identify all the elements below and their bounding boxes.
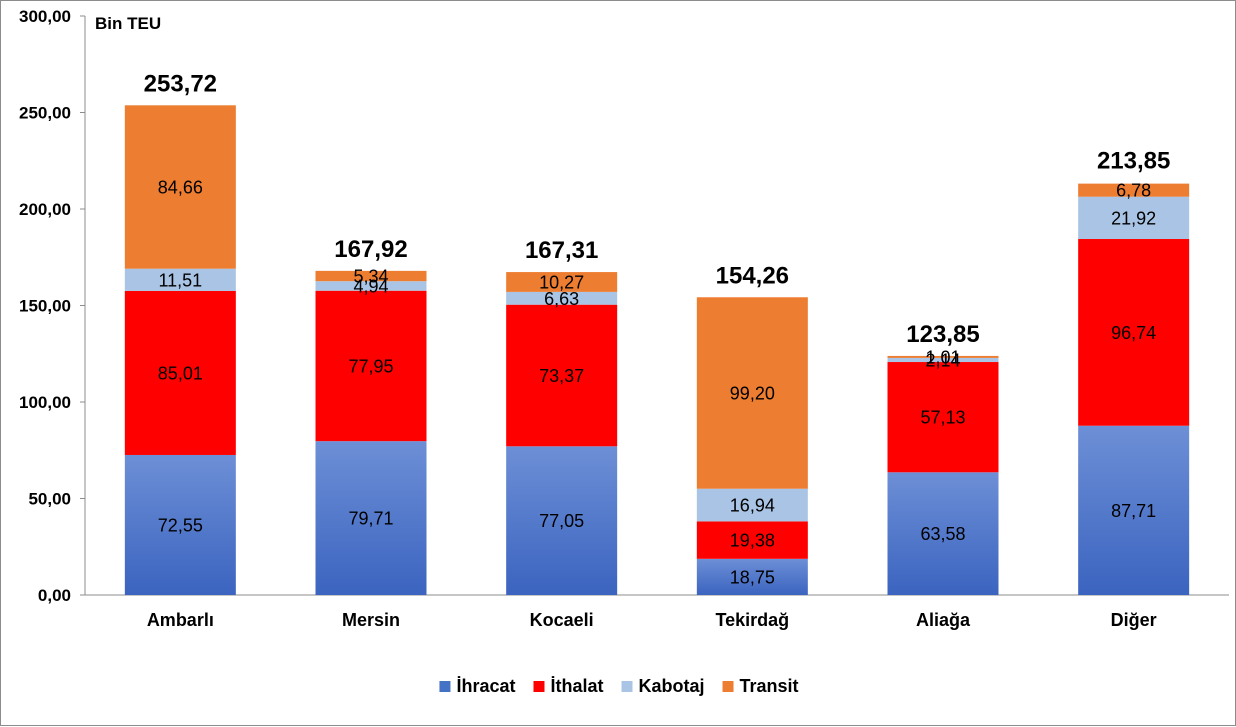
legend-item-transit: Transit <box>722 676 799 696</box>
bar-segment-transit-3 <box>696 297 808 489</box>
segment-value-label: 84,66 <box>158 177 203 197</box>
bar-segment-transit-5 <box>1078 183 1190 197</box>
legend: İhracat İthalat Kabotaj Transit <box>439 676 799 696</box>
x-category-label: Aliağa <box>916 610 971 630</box>
x-category-label: Tekirdağ <box>715 610 789 630</box>
bar-segment-ithalat-5 <box>1078 239 1190 426</box>
segment-value-label: 19,38 <box>730 531 775 551</box>
x-category-label: Kocaeli <box>530 610 594 630</box>
bar-segment-transit-2 <box>506 272 618 292</box>
segment-value-label: 4,94 <box>353 276 388 296</box>
bar-segment-ihracat-5 <box>1078 425 1190 595</box>
y-tick-label: 50,00 <box>28 490 71 509</box>
bar-segment-ithalat-2 <box>506 304 618 447</box>
segment-value-label: 96,74 <box>1111 323 1156 343</box>
bar-segment-transit-1 <box>315 270 427 282</box>
total-label: 154,26 <box>716 262 789 289</box>
segment-value-label: 79,71 <box>348 509 393 529</box>
x-category-label: Mersin <box>342 610 400 630</box>
segment-value-label: 77,95 <box>348 356 393 376</box>
bar-segment-kabotaj-0 <box>124 268 236 291</box>
segment-value-label: 16,94 <box>730 496 775 516</box>
y-tick-label: 300,00 <box>19 7 71 26</box>
segment-value-label: 72,55 <box>158 515 203 535</box>
bars <box>124 105 1190 595</box>
data-labels: 72,55 85,01 11,51 84,66 253,72 Ambarlı 79,71 77… <box>144 70 1171 630</box>
segment-value-label: 1,01 <box>925 347 960 367</box>
total-label: 213,85 <box>1097 147 1170 174</box>
bar-segment-ihracat-1 <box>315 441 427 595</box>
bar-segment-kabotaj-5 <box>1078 196 1190 240</box>
bar-segment-kabotaj-2 <box>506 291 618 305</box>
segment-value-label: 99,20 <box>730 383 775 403</box>
bar-segment-ithalat-1 <box>315 290 427 442</box>
legend-swatch <box>439 681 451 692</box>
segment-value-label: 5,34 <box>353 267 388 287</box>
bar-segment-ithalat-4 <box>887 362 999 473</box>
y-tick-label: 150,00 <box>19 297 71 316</box>
segment-value-label: 2,14 <box>925 350 960 370</box>
bar-segment-ihracat-0 <box>124 454 236 595</box>
bar-segment-ithalat-0 <box>124 290 236 455</box>
segment-value-label: 87,71 <box>1111 501 1156 521</box>
segment-value-label: 63,58 <box>920 524 965 544</box>
segment-value-label: 10,27 <box>539 272 584 292</box>
unit-label: Bin TEU <box>95 14 161 33</box>
x-category-label: Diğer <box>1111 610 1157 630</box>
segment-value-label: 11,51 <box>158 270 202 290</box>
bar-segment-ithalat-3 <box>696 521 808 559</box>
bar-segment-transit-4 <box>887 355 999 358</box>
segment-value-label: 85,01 <box>158 363 203 383</box>
total-label: 123,85 <box>906 321 979 348</box>
total-label: 167,31 <box>525 237 598 264</box>
bar-segment-transit-0 <box>124 105 236 269</box>
legend-label: Kabotaj <box>639 676 705 696</box>
x-category-label: Ambarlı <box>147 610 214 630</box>
y-axis: 0,00 50,00 100,00 150,00 200,00 250,00 300,00 <box>19 7 1229 605</box>
legend-swatch <box>722 681 734 692</box>
y-tick-label: 0,00 <box>38 586 71 605</box>
segment-value-label: 6,63 <box>544 289 579 309</box>
segment-value-label: 77,05 <box>539 511 584 531</box>
total-label: 167,92 <box>334 236 407 263</box>
segment-value-label: 73,37 <box>539 366 584 386</box>
total-label: 253,72 <box>144 70 217 97</box>
bar-segment-kabotaj-1 <box>315 281 427 291</box>
legend-label: İhracat <box>456 676 515 696</box>
bar-segment-ihracat-3 <box>696 558 808 595</box>
legend-item-ihracat: İhracat <box>439 676 515 696</box>
legend-swatch <box>621 681 633 692</box>
y-tick-label: 100,00 <box>19 393 71 412</box>
segment-value-label: 18,75 <box>730 567 775 587</box>
y-tick-label: 200,00 <box>19 200 71 219</box>
bar-segment-kabotaj-3 <box>696 488 808 522</box>
legend-label: Transit <box>740 676 799 696</box>
bar-segment-ihracat-4 <box>887 472 999 595</box>
segment-value-label: 6,78 <box>1116 181 1151 201</box>
bar-segment-ihracat-2 <box>506 446 618 595</box>
legend-swatch <box>533 681 545 692</box>
segment-value-label: 57,13 <box>920 408 965 428</box>
legend-item-kabotaj: Kabotaj <box>621 676 705 696</box>
legend-label: İthalat <box>550 676 603 696</box>
segment-value-label: 21,92 <box>1111 208 1156 228</box>
bar-segment-kabotaj-4 <box>887 357 999 363</box>
legend-item-ithalat: İthalat <box>533 676 604 696</box>
y-tick-label: 250,00 <box>19 104 71 123</box>
